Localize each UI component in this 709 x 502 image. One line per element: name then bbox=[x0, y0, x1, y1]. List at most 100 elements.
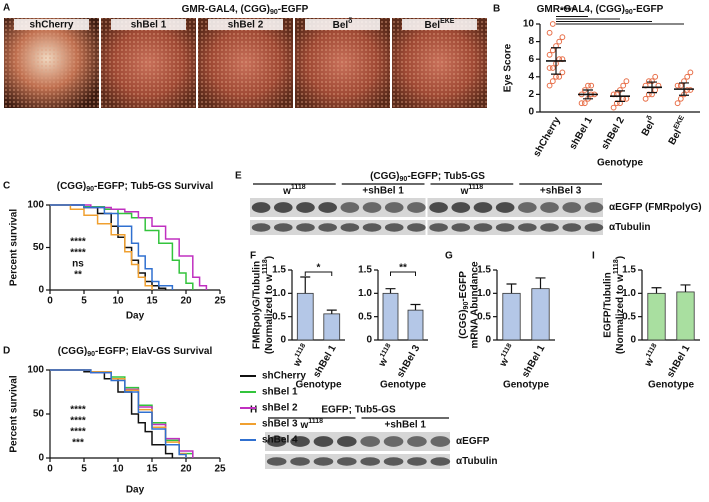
y-axis-label: EGFP/Tubulin bbox=[603, 272, 614, 337]
x-tick-label: 15 bbox=[146, 296, 158, 307]
panel-letter: C bbox=[3, 181, 10, 192]
text-part: 1118 bbox=[262, 259, 269, 274]
y-tick-label: 0 bbox=[38, 453, 44, 464]
y-tick-label: 1.0 bbox=[622, 288, 636, 299]
x-tick-label: 25 bbox=[214, 296, 226, 307]
y-axis-label: (Normalized to w1118) bbox=[613, 256, 625, 354]
x-axis-label: Genotype bbox=[503, 380, 550, 391]
data-point bbox=[620, 82, 627, 89]
legend-label: shBel 2 bbox=[262, 403, 298, 414]
y-tick-label: 0.5 bbox=[477, 311, 491, 322]
x-tick-label: 5 bbox=[81, 464, 87, 475]
error-bar bbox=[651, 287, 662, 294]
blot-band bbox=[518, 223, 537, 232]
text-part: 1118 bbox=[308, 418, 323, 425]
blot-band bbox=[251, 223, 271, 232]
text-part: EKE bbox=[673, 114, 686, 130]
panel-title: (CGG)90-EGFP; Tub5-GS bbox=[370, 171, 485, 184]
survival-curve bbox=[50, 204, 208, 290]
significance-label: **** bbox=[560, 6, 576, 17]
data-point bbox=[549, 65, 556, 71]
data-point bbox=[684, 73, 691, 80]
label-box bbox=[208, 19, 283, 30]
text-part: -EGFP bbox=[458, 271, 469, 302]
y-tick-label: 1.5 bbox=[272, 265, 286, 276]
significance-label: ** bbox=[399, 263, 407, 274]
chart-title: (CGG)90-EGFP; ElaV-GS Survival bbox=[58, 346, 213, 359]
y-tick-label: 50 bbox=[33, 409, 45, 420]
blot-band bbox=[340, 223, 360, 232]
text-part: -EGFP bbox=[633, 4, 664, 15]
data-point bbox=[674, 82, 681, 89]
image-label: shBel 1 bbox=[131, 20, 167, 31]
bar bbox=[647, 292, 666, 341]
data-point bbox=[549, 78, 556, 85]
text-part: EKE bbox=[440, 18, 455, 25]
panel-letter: B bbox=[493, 4, 500, 15]
data-point bbox=[677, 95, 684, 102]
x-tick-label: w1118 bbox=[641, 343, 663, 370]
blot-band bbox=[518, 202, 537, 213]
panel-letter: A bbox=[3, 3, 10, 14]
x-tick-label: 5 bbox=[81, 296, 87, 307]
data-point bbox=[645, 78, 652, 85]
lane-label: w1118 bbox=[460, 184, 484, 196]
blot-band bbox=[383, 436, 404, 447]
y-axis-label: Eye Score bbox=[503, 43, 514, 92]
panel-letter: I bbox=[592, 251, 595, 262]
blot-band bbox=[407, 457, 427, 466]
text-part: 90 bbox=[270, 9, 278, 16]
data-point bbox=[687, 87, 694, 93]
x-tick-label: shBel 1 bbox=[311, 343, 339, 380]
chart-title: GMR-GAL4, (CGG)90-EGFP bbox=[537, 4, 664, 17]
blot-band bbox=[384, 202, 404, 213]
y-tick-label: 100 bbox=[27, 365, 44, 376]
blot-band bbox=[290, 457, 310, 466]
data-point bbox=[549, 47, 556, 54]
text-part: 1118 bbox=[500, 343, 514, 359]
label-box bbox=[111, 19, 186, 30]
y-tick-label: 1.0 bbox=[358, 288, 372, 299]
data-point bbox=[623, 78, 630, 85]
data-point bbox=[674, 100, 681, 107]
blot-band bbox=[540, 223, 559, 232]
x-tick-label: shBel 2 bbox=[600, 115, 628, 152]
panel-letter: G bbox=[445, 251, 453, 262]
bar bbox=[323, 313, 341, 341]
x-axis-label: Genotype bbox=[295, 380, 342, 391]
image-label: shBel 2 bbox=[228, 20, 264, 31]
y-tick-label: 1.0 bbox=[477, 288, 491, 299]
blot-band bbox=[383, 457, 404, 466]
blot-band bbox=[540, 202, 559, 213]
error-bar bbox=[300, 276, 311, 294]
bar bbox=[676, 291, 695, 341]
legend-label: shBel 4 bbox=[262, 435, 298, 446]
x-tick-label: 10 bbox=[112, 296, 124, 307]
error-bar bbox=[326, 309, 337, 314]
y-tick-label: 50 bbox=[33, 242, 45, 253]
blot-label: αEGFP bbox=[456, 436, 490, 447]
blot-band bbox=[429, 223, 448, 232]
data-point bbox=[585, 82, 591, 89]
text-part: Bel bbox=[666, 128, 683, 147]
y-axis-label: Percent survival bbox=[9, 375, 20, 452]
y-tick-label: 0 bbox=[366, 335, 372, 346]
eye-texture bbox=[295, 18, 390, 108]
significance-label: **** bbox=[70, 237, 86, 248]
x-tick-label: w1118 bbox=[496, 343, 518, 370]
survival-curve bbox=[50, 369, 174, 458]
blot-band bbox=[451, 223, 471, 232]
blot-band bbox=[429, 202, 448, 213]
data-point bbox=[588, 82, 595, 89]
y-tick-label: 6 bbox=[528, 54, 534, 65]
blot-band bbox=[430, 436, 451, 447]
data-point bbox=[546, 29, 553, 36]
blot-band bbox=[473, 202, 493, 213]
x-tick-label: 15 bbox=[146, 464, 158, 475]
text-part: 1118 bbox=[645, 343, 659, 359]
y-tick-label: 0 bbox=[630, 335, 636, 346]
blot-band bbox=[360, 457, 381, 466]
y-tick-label: 0.5 bbox=[622, 311, 636, 322]
x-tick-label: w1118 bbox=[290, 343, 312, 370]
x-tick-label: 20 bbox=[180, 464, 192, 475]
